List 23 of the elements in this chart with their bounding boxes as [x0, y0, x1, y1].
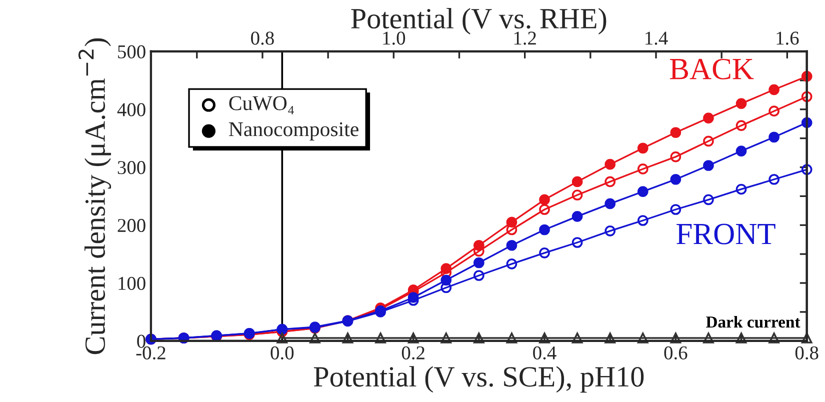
y-tick-label: 0 [137, 334, 146, 348]
legend-label: Dark current [706, 316, 800, 328]
x-tick-label: 0.6 [664, 346, 688, 360]
x-tick-label: 0.2 [402, 346, 424, 360]
x-axis-title: Potential (V vs. SCE), pH10 [314, 366, 644, 393]
x2-tick-label: 1.6 [776, 32, 799, 45]
x-tick-label: 0.0 [270, 346, 294, 360]
y-tick-label: 300 [118, 161, 146, 174]
x2-tick-label: 0.8 [251, 32, 274, 45]
x-tick-label: 0.8 [795, 346, 818, 360]
annotation: BACK [670, 58, 754, 80]
y-tick-label: 400 [117, 103, 146, 116]
y-axis-title: Current density (μA.cm$^{−2}$) [78, 38, 112, 354]
y-tick-label: 100 [118, 276, 146, 290]
annotation: CuWO₄ [229, 96, 294, 114]
annotation: FRONT [676, 224, 776, 244]
x-tick-label: 0.4 [533, 346, 556, 360]
x2-tick-label: 1.2 [514, 32, 536, 45]
y-tick-label: 500 [118, 45, 146, 58]
x-tick-label: -0.2 [136, 346, 166, 360]
annotation: Nanocomposite [228, 122, 358, 140]
y-tick-label: 200 [118, 218, 146, 232]
x2-tick-label: 1.4 [646, 32, 668, 45]
